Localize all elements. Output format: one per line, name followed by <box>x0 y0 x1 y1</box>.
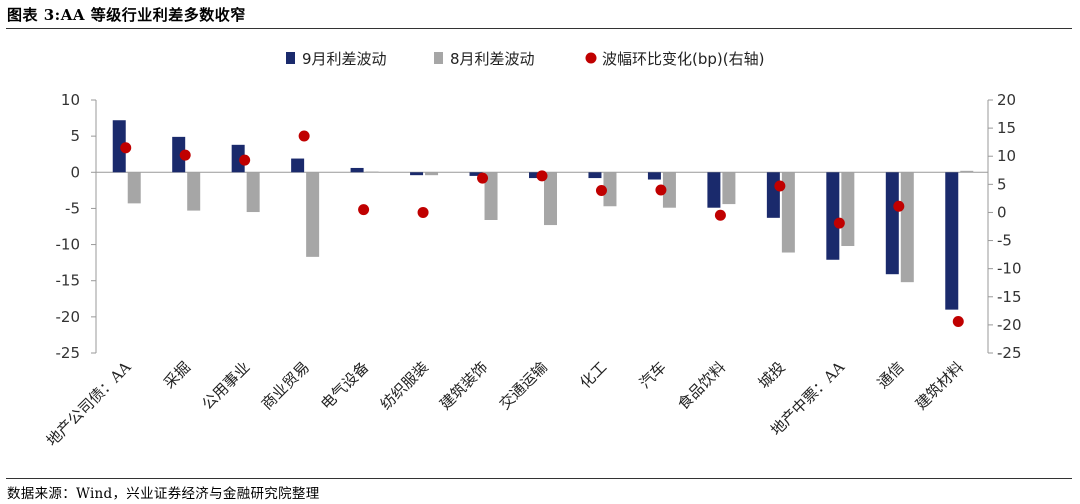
category-label: 纺织服装 <box>377 358 432 413</box>
bar-series-8 <box>781 172 795 253</box>
bar-series-9 <box>647 172 661 180</box>
bar-series-8 <box>603 172 617 207</box>
bar-series-9 <box>588 172 602 179</box>
category-label: 地产公司债：AA <box>43 358 135 450</box>
left-tick-label: -20 <box>56 308 81 326</box>
bar-series-8 <box>306 172 320 257</box>
bar-series-9 <box>291 158 305 173</box>
scatter-point <box>952 316 964 328</box>
right-tick-label: 10 <box>997 147 1016 165</box>
category-label: 交通运输 <box>496 358 551 413</box>
scatter-point <box>477 172 489 184</box>
left-tick-label: -15 <box>56 272 81 290</box>
bar-series-9 <box>826 172 840 260</box>
right-tick-label: 0 <box>997 203 1007 221</box>
scatter-point <box>774 180 786 192</box>
right-tick-label: -5 <box>997 232 1012 250</box>
right-tick-label: -20 <box>997 316 1022 334</box>
bar-series-9 <box>172 136 186 173</box>
bar-series-8 <box>484 172 498 220</box>
scatter-point <box>893 200 905 212</box>
bar-series-8 <box>127 172 141 204</box>
legend-label: 8月利差波动 <box>450 50 535 68</box>
left-tick-label: -5 <box>65 199 80 217</box>
category-label: 电气设备 <box>317 358 372 413</box>
scatter-point <box>536 170 548 182</box>
legend-label: 波幅环比变化(bp)(右轴) <box>602 50 764 68</box>
category-label: 城投 <box>755 358 789 392</box>
scatter-point <box>714 209 726 221</box>
category-label: 汽车 <box>636 358 670 392</box>
bar-series-8 <box>544 172 557 226</box>
legend-swatch <box>286 52 295 64</box>
scatter-point <box>179 149 191 161</box>
source-note: 数据来源：Wind，兴业证券经济与金融研究院整理 <box>7 486 320 502</box>
legend-label: 9月利差波动 <box>302 50 387 68</box>
figure-title: 图表 3:AA 等级行业利差多数收窄 <box>7 6 246 24</box>
right-tick-label: -10 <box>997 260 1022 278</box>
category-label: 建筑材料 <box>912 358 967 413</box>
scatter-point <box>120 142 132 154</box>
bar-series-9 <box>766 172 780 218</box>
bar-series-8 <box>365 171 379 173</box>
bar-series-8 <box>246 172 260 213</box>
scatter-point <box>239 154 251 166</box>
right-tick-label: -25 <box>997 344 1022 362</box>
category-label: 化工 <box>576 358 610 392</box>
bar-series-9 <box>945 172 959 310</box>
bar-series-9 <box>469 172 483 176</box>
bar-series-8 <box>900 172 914 283</box>
bar-series-9 <box>112 120 126 173</box>
category-label: 建筑装饰 <box>436 358 491 413</box>
scatter-point <box>655 184 667 196</box>
bar-series-9 <box>885 172 899 275</box>
bar-series-9 <box>410 172 424 176</box>
right-tick-label: 15 <box>997 119 1016 137</box>
top-rule <box>6 28 1072 29</box>
category-label: 公用事业 <box>198 358 253 413</box>
right-tick-label: 20 <box>997 91 1016 109</box>
scatter-point <box>298 130 310 142</box>
bar-series-8 <box>960 170 974 173</box>
right-tick-label: 5 <box>997 175 1007 193</box>
right-tick-label: -15 <box>997 288 1022 306</box>
legend-marker <box>585 52 597 64</box>
category-label: 商业贸易 <box>258 358 313 413</box>
scatter-point <box>417 206 429 218</box>
bar-series-8 <box>662 172 676 208</box>
left-tick-label: 10 <box>61 91 80 109</box>
left-tick-label: 5 <box>70 127 80 145</box>
left-tick-label: -10 <box>56 236 81 254</box>
bar-series-8 <box>187 172 201 211</box>
left-tick-label: -25 <box>56 344 81 362</box>
bar-series-8 <box>722 172 736 205</box>
scatter-point <box>358 204 370 216</box>
scatter-point <box>833 217 845 229</box>
bar-series-9 <box>529 172 542 179</box>
bar-series-8 <box>425 172 439 176</box>
bar-series-9 <box>350 167 364 173</box>
bar-series-8 <box>841 172 855 247</box>
left-tick-label: 0 <box>70 163 80 181</box>
category-label: 通信 <box>874 358 908 392</box>
bar-series-9 <box>707 172 721 208</box>
category-label: 食品饮料 <box>674 358 729 413</box>
legend-swatch <box>434 52 443 64</box>
category-label: 采掘 <box>160 358 194 392</box>
bar-series-9 <box>231 144 245 173</box>
scatter-point <box>595 185 607 197</box>
bottom-rule <box>6 478 1072 479</box>
